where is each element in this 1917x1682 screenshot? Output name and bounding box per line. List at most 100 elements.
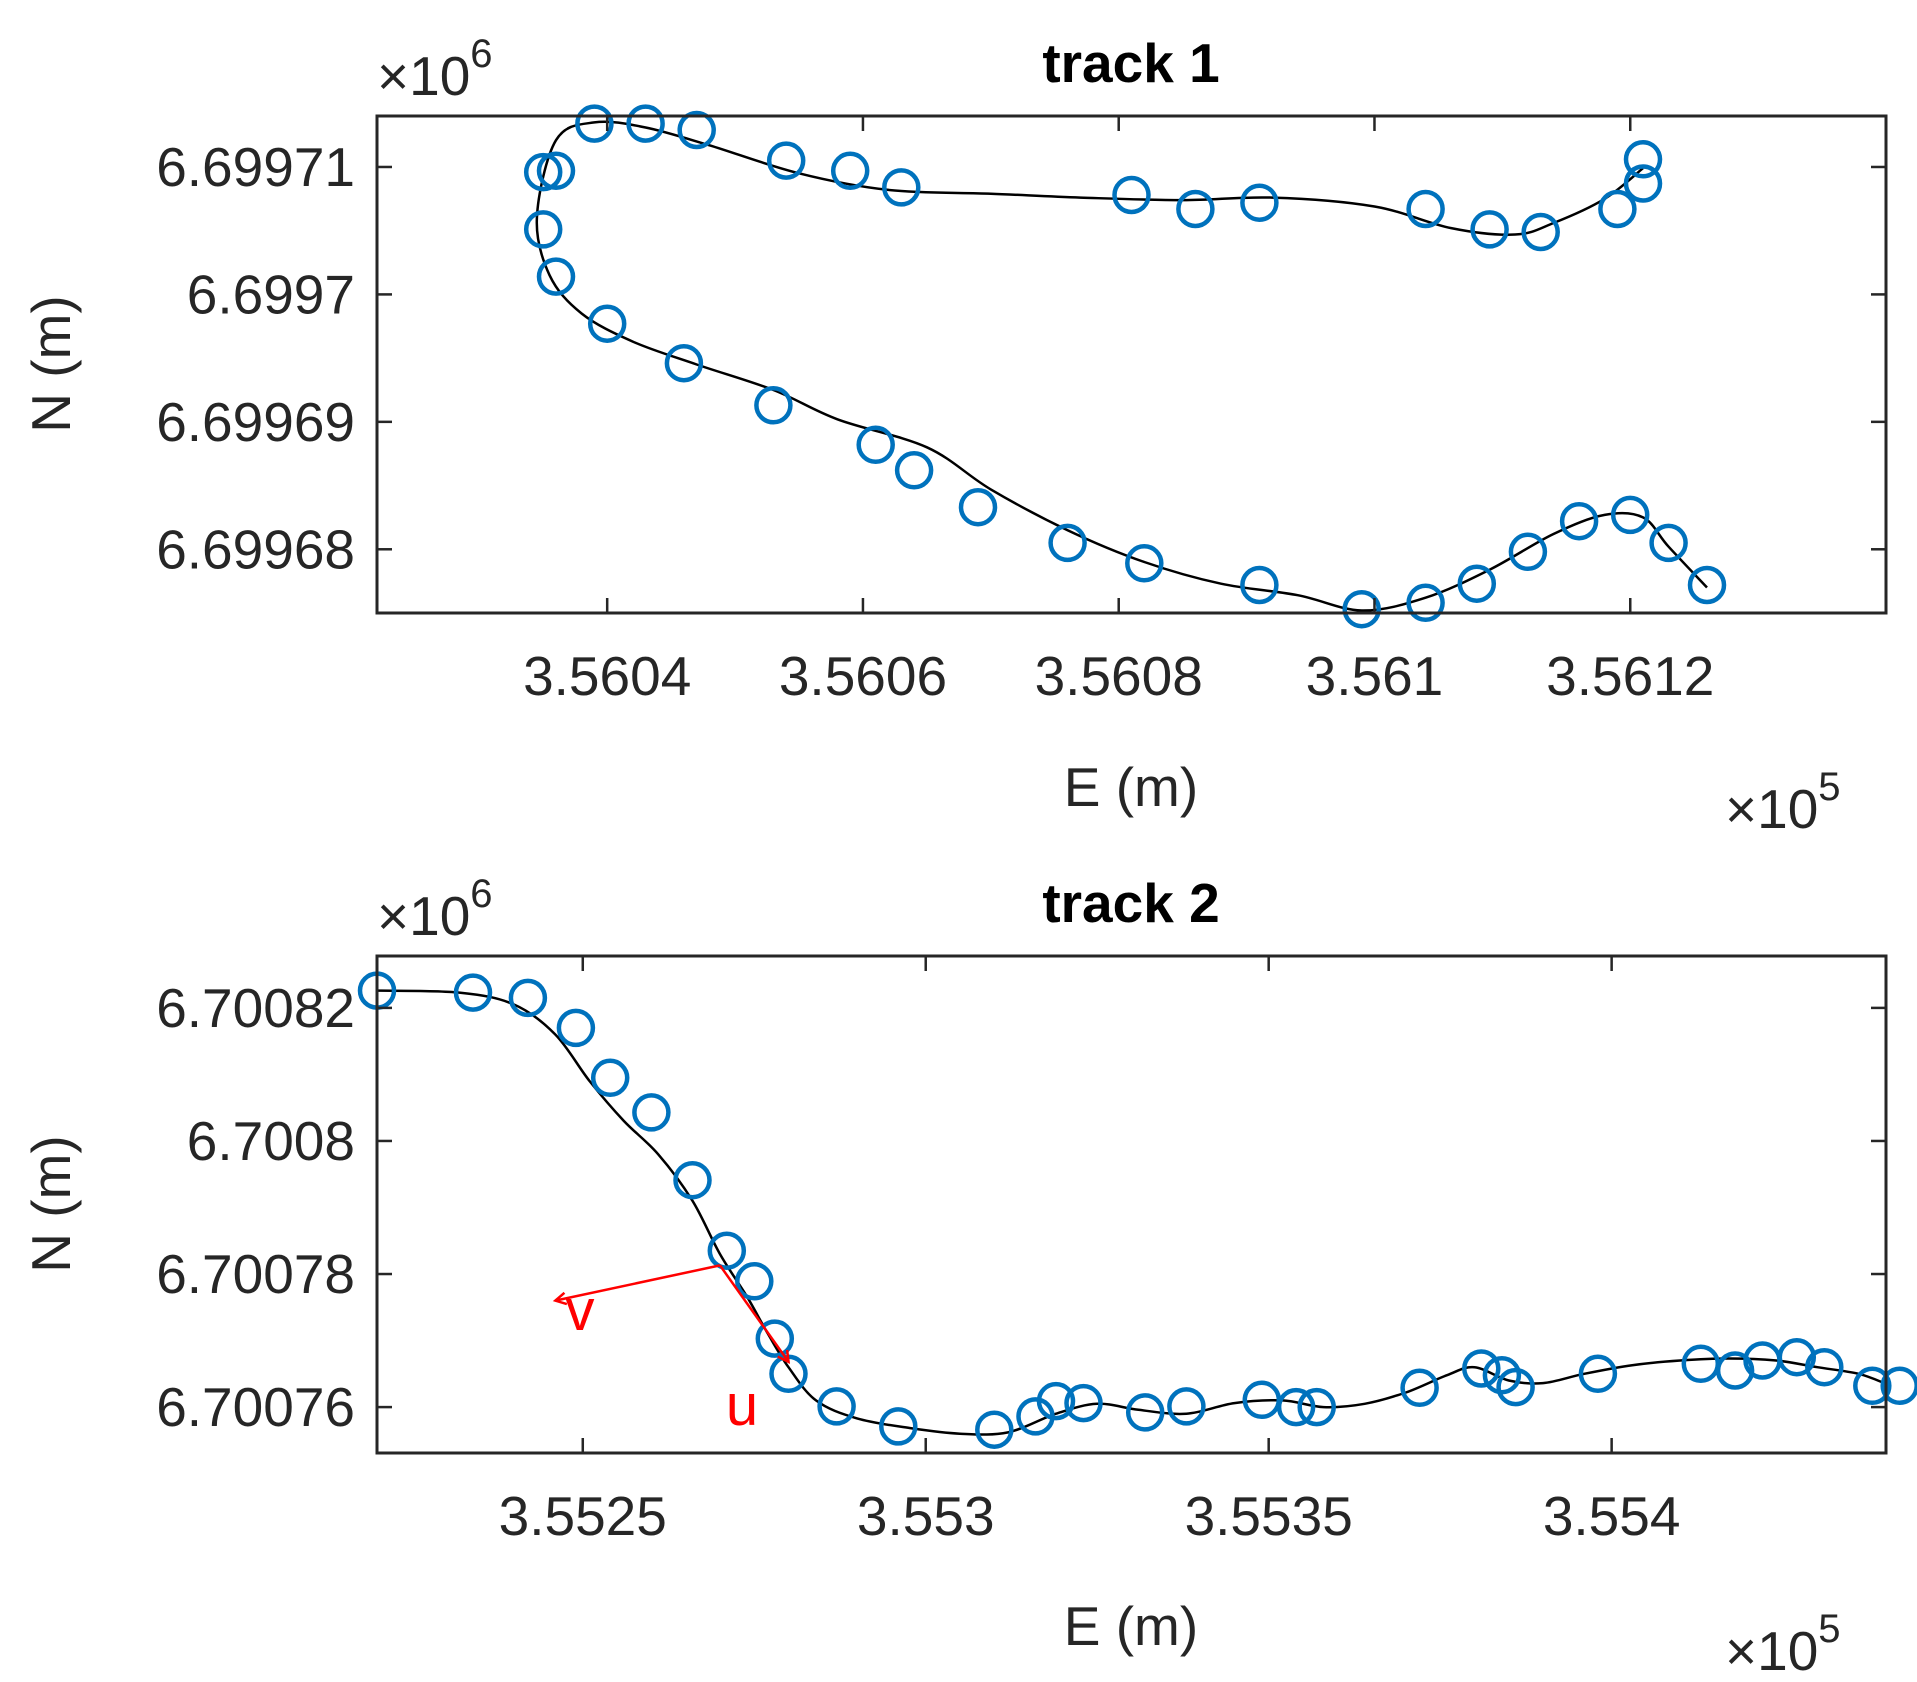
track2-data-point bbox=[556, 1008, 596, 1048]
track1-data-point bbox=[830, 151, 870, 191]
track2-ytick-label: 6.7008 bbox=[187, 1110, 355, 1172]
track2-data-point bbox=[1578, 1354, 1618, 1394]
track2-y-times: ×10 bbox=[377, 885, 470, 947]
track1-data-point bbox=[1559, 501, 1599, 541]
track2-data-point bbox=[1462, 1349, 1501, 1388]
track2-data-point bbox=[975, 1410, 1014, 1449]
track1-title: track 1 bbox=[1042, 32, 1219, 94]
track1-ylabel: N (m) bbox=[20, 295, 82, 432]
track1-data-point bbox=[1342, 589, 1381, 629]
track1-data-point bbox=[1406, 583, 1445, 623]
track2-data-point bbox=[1482, 1355, 1522, 1395]
track1-data-point bbox=[1048, 523, 1087, 563]
track1-data-point bbox=[536, 151, 576, 191]
track2-data-point bbox=[632, 1093, 671, 1132]
track1-data-point bbox=[1112, 175, 1151, 215]
track1-data-point bbox=[1623, 164, 1663, 203]
track2-data-point bbox=[1297, 1387, 1336, 1427]
track2-title: track 2 bbox=[1042, 872, 1219, 934]
track2-data-point bbox=[1064, 1383, 1103, 1423]
track1-data-point bbox=[958, 487, 998, 527]
track2-y-multiplier: ×106 bbox=[377, 872, 493, 947]
track1-y-exponent: 6 bbox=[470, 32, 492, 76]
track1-data-point bbox=[894, 451, 934, 490]
track1-data-point bbox=[856, 425, 895, 465]
track1-data-point bbox=[626, 104, 665, 143]
track1-axes: 3.5604 3.5606 3.5608 3.561 3.5612 6.69968 6.69… bbox=[20, 32, 1888, 840]
track1-data-point bbox=[1598, 189, 1637, 229]
track1-fitted-line bbox=[535, 120, 1708, 612]
track1-data-point bbox=[1125, 544, 1164, 583]
vector-u-label: u bbox=[726, 1373, 758, 1438]
track2-xtick-label: 3.5535 bbox=[1185, 1485, 1353, 1547]
track2-ytick-label: 6.70076 bbox=[156, 1376, 355, 1438]
vector-v-label: v bbox=[566, 1278, 595, 1343]
track2-x-exponent: 5 bbox=[1818, 1607, 1840, 1651]
track1-data-point bbox=[754, 386, 793, 425]
track2-plot-frame bbox=[375, 954, 1888, 1455]
track1-plot-frame bbox=[375, 114, 1888, 615]
track1-data-point bbox=[882, 168, 921, 207]
track1-x-exponent: 5 bbox=[1818, 765, 1840, 809]
track1-data-point bbox=[677, 110, 716, 150]
track2-data-point bbox=[755, 1319, 795, 1358]
track1-data-point bbox=[1687, 565, 1727, 605]
track1-data-point bbox=[1623, 140, 1663, 179]
track1-ytick-label: 6.69971 bbox=[156, 136, 355, 198]
track1-xlabel: E (m) bbox=[1064, 756, 1198, 818]
track1-ytick-label: 6.69968 bbox=[156, 518, 355, 580]
track2-data-point bbox=[453, 973, 493, 1012]
track1-data-point bbox=[1649, 523, 1688, 563]
track2-xtick-label: 3.554 bbox=[1543, 1485, 1681, 1547]
track2-y-exponent: 6 bbox=[470, 872, 492, 916]
track1-data-point bbox=[1457, 564, 1497, 603]
track1-xtick-label: 3.5608 bbox=[1035, 645, 1203, 707]
track1-data-point bbox=[575, 104, 614, 143]
track2-data-point bbox=[817, 1387, 856, 1426]
track2-data-point bbox=[1777, 1337, 1817, 1377]
track2-axes: 3.5525 3.553 3.5535 3.554 6.70076 6.70078 6.70… bbox=[20, 872, 1917, 1682]
track1-data-point bbox=[664, 343, 704, 383]
track1-ytick-label: 6.6997 bbox=[187, 263, 355, 325]
track1-xtick-label: 3.5612 bbox=[1546, 645, 1714, 707]
track1-data-point bbox=[766, 141, 806, 180]
track1-data-point bbox=[1240, 565, 1279, 605]
track2-data-point bbox=[1036, 1381, 1076, 1421]
track1-xtick-label: 3.561 bbox=[1306, 645, 1444, 707]
track2-xtick-label: 3.553 bbox=[857, 1485, 995, 1547]
track2-ylabel: N (m) bbox=[20, 1135, 82, 1272]
vector-v bbox=[555, 1264, 721, 1302]
track2-data-point bbox=[735, 1262, 774, 1301]
track1-data-point bbox=[1406, 189, 1445, 229]
track2-data-point bbox=[673, 1160, 712, 1200]
track1-y-times: ×10 bbox=[377, 45, 470, 107]
track1-y-multiplier: ×106 bbox=[377, 32, 493, 107]
vector-u bbox=[718, 1264, 790, 1363]
vector-u-arrowhead bbox=[777, 1349, 791, 1364]
track2-data-point bbox=[1400, 1368, 1439, 1408]
track2-data-point bbox=[1125, 1393, 1165, 1432]
track1-data-point bbox=[1610, 495, 1650, 535]
track2-data-point bbox=[1853, 1366, 1892, 1406]
track2-data-point bbox=[707, 1231, 747, 1270]
track1-data-point bbox=[1176, 189, 1215, 229]
track1-data-point bbox=[523, 210, 563, 249]
track1-data-point bbox=[1521, 212, 1560, 252]
track1-data-point bbox=[1470, 210, 1509, 249]
track2-data-point bbox=[879, 1407, 918, 1446]
track2-xlabel: E (m) bbox=[1064, 1595, 1198, 1657]
track1-data-point bbox=[587, 304, 627, 343]
track2-data-point bbox=[1276, 1387, 1316, 1427]
track1-x-times: ×10 bbox=[1725, 778, 1818, 840]
track1-ytick-label: 6.69969 bbox=[156, 391, 355, 453]
track1-data-point bbox=[1508, 532, 1548, 572]
track2-x-multiplier: ×105 bbox=[1725, 1607, 1841, 1682]
track2-data-point bbox=[508, 978, 548, 1018]
track2-data-point bbox=[1167, 1387, 1206, 1426]
track2-data-point bbox=[1496, 1367, 1535, 1407]
track1-data-point bbox=[523, 152, 563, 192]
track1-x-multiplier: ×105 bbox=[1725, 765, 1841, 840]
track2-x-times: ×10 bbox=[1725, 1620, 1818, 1682]
track2-xtick-label: 3.5525 bbox=[499, 1485, 667, 1547]
